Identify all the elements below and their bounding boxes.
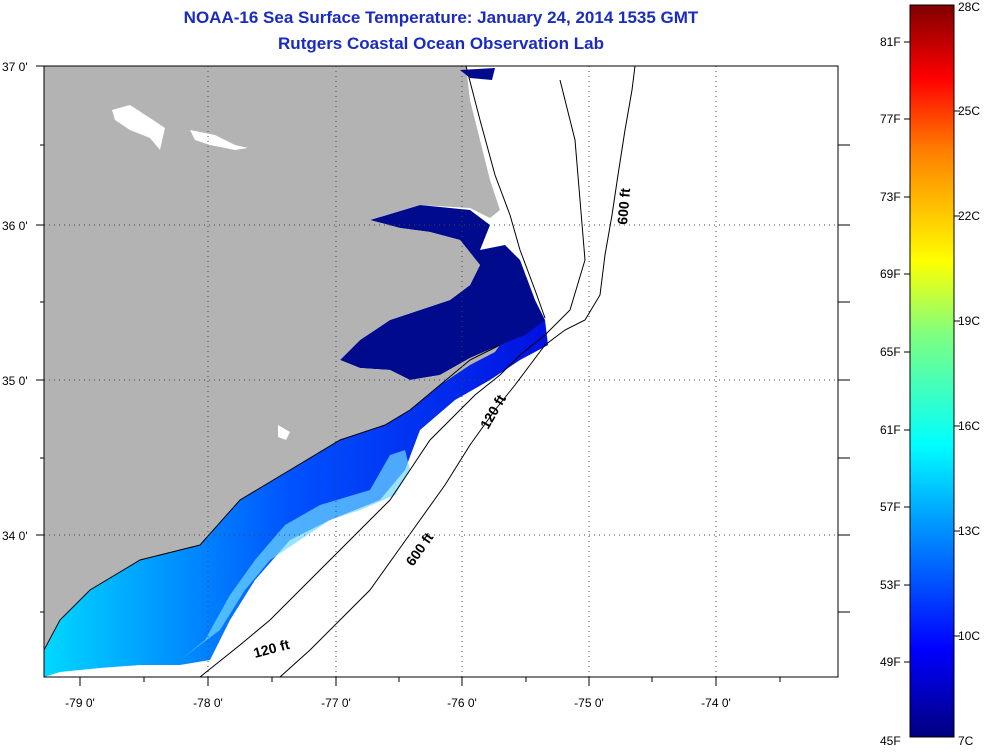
lon-label-75: -75 0': [574, 696, 604, 710]
lat-label-35: 35 0': [2, 374, 28, 388]
isobath-120ft: [199, 79, 586, 677]
lon-label-74: -74 0': [701, 696, 731, 710]
cbar-f-label: 77F: [880, 112, 901, 126]
lon-label-78: -78 0': [193, 696, 223, 710]
cbar-c-label: 16C: [958, 419, 980, 433]
cbar-c-label: 7C: [958, 734, 974, 748]
land: [44, 66, 500, 650]
coastal-water-sst: [44, 320, 548, 677]
outer-banks-coastline: [465, 66, 546, 319]
lon-label-77: -77 0': [321, 696, 351, 710]
cbar-c-label: 25C: [958, 104, 980, 118]
lat-label-37: 37 0': [2, 60, 28, 74]
lat-ticks: [36, 65, 850, 613]
map-frame: [43, 65, 839, 678]
colorbar-ticks: [904, 41, 960, 663]
lat-label-34: 34 0': [2, 529, 28, 543]
cbar-f-label: 65F: [880, 345, 901, 359]
graticule: [44, 66, 838, 677]
cbar-f-label: 49F: [880, 655, 901, 669]
cbar-f-label: 57F: [880, 500, 901, 514]
inland-lake: [278, 425, 290, 440]
cbar-c-label: 28C: [958, 0, 980, 14]
lat-label-36: 36 0': [2, 219, 28, 233]
northern-cold-water: [460, 68, 495, 80]
lon-label-76: -76 0': [447, 696, 477, 710]
mainland-coastline: [44, 344, 501, 651]
inland-lake: [190, 130, 248, 150]
cbar-f-label: 61F: [880, 423, 901, 437]
cbar-c-label: 10C: [958, 629, 980, 643]
cbar-c-label: 19C: [958, 314, 980, 328]
cbar-f-label: 53F: [880, 578, 901, 592]
pamlico-sound: [340, 205, 545, 380]
cbar-c-label: 22C: [958, 209, 980, 223]
cbar-c-label: 13C: [958, 524, 980, 538]
warmer-shelf-water: [180, 450, 410, 660]
isobath-600ft: [279, 66, 636, 677]
map-subtitle: Rutgers Coastal Ocean Observation Lab: [278, 34, 604, 53]
contour-label-600ft-north: 600 ft: [614, 187, 633, 225]
cbar-f-label: 73F: [880, 190, 901, 204]
temperature-colorbar: [909, 4, 955, 738]
cbar-f-label: 45F: [880, 734, 901, 748]
map-title: NOAA-16 Sea Surface Temperature: January…: [183, 8, 699, 27]
lon-label-79: -79 0': [65, 696, 95, 710]
inland-lake: [112, 105, 165, 150]
lon-ticks: [79, 677, 781, 686]
cbar-f-label: 69F: [880, 267, 901, 281]
cbar-f-label: 81F: [880, 35, 901, 49]
map-area: [44, 66, 838, 677]
